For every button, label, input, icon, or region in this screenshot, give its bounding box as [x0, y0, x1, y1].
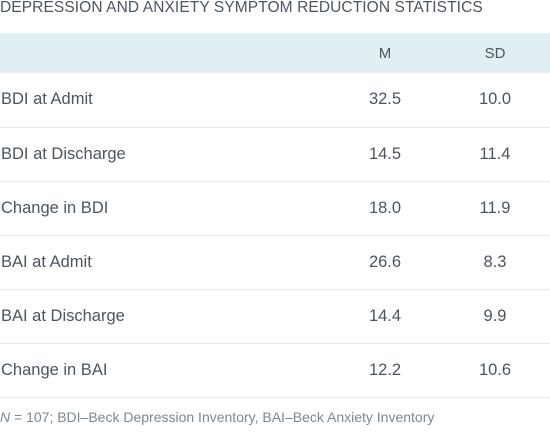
- row-label: BAI at Discharge: [1, 306, 125, 325]
- row-label: BDI at Discharge: [1, 144, 126, 163]
- table-row: BDI at Admit 32.5 10.0: [0, 73, 550, 127]
- row-label: Change in BAI: [1, 360, 108, 379]
- footnote-n-symbol: N: [0, 409, 11, 425]
- header-m: M: [378, 44, 392, 62]
- row-sd: 9.9: [483, 306, 507, 325]
- row-sd: 10.0: [478, 90, 512, 109]
- table-row: BAI at Admit 26.6 8.3: [0, 235, 550, 289]
- row-m: 12.2: [368, 360, 402, 379]
- row-sd: 8.3: [483, 252, 507, 271]
- table-row: BDI at Discharge 14.5 11.4: [0, 127, 550, 181]
- table-header-row: M SD: [0, 33, 550, 73]
- row-sd: 11.4: [479, 144, 511, 163]
- row-sd: 11.9: [479, 198, 511, 217]
- statistics-table: M SD BDI at Admit 32.5 10.0 BDI at Disch…: [0, 33, 550, 398]
- table-row: Change in BAI 12.2 10.6: [0, 343, 550, 397]
- row-m: 26.6: [368, 252, 402, 271]
- header-sd: SD: [484, 44, 506, 62]
- header-label: [0, 33, 330, 73]
- row-sd: 10.6: [478, 360, 512, 379]
- table-row: BAI at Discharge 14.4 9.9: [0, 289, 550, 343]
- row-label: BAI at Admit: [1, 252, 92, 271]
- table-title: DEPRESSION AND ANXIETY SYMPTOM REDUCTION…: [0, 0, 483, 16]
- row-label: Change in BDI: [1, 198, 109, 217]
- table-footnote: N = 107; BDI–Beck Depression Inventory, …: [0, 409, 434, 425]
- row-m: 32.5: [368, 90, 402, 109]
- row-m: 14.4: [368, 306, 402, 325]
- footnote-text: = 107; BDI–Beck Depression Inventory, BA…: [10, 409, 435, 425]
- row-label: BDI at Admit: [1, 90, 93, 109]
- row-m: 18.0: [368, 198, 402, 217]
- table-row: Change in BDI 18.0 11.9: [0, 181, 550, 235]
- row-m: 14.5: [368, 144, 402, 163]
